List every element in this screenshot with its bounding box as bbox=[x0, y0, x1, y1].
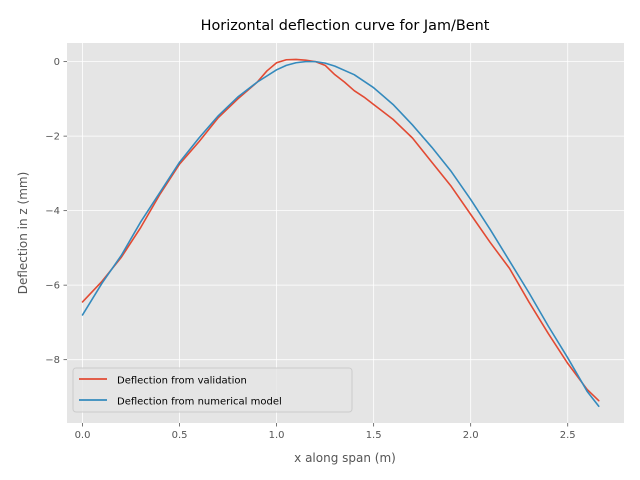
x-tick-label: 0.5 bbox=[172, 430, 188, 441]
plot-area bbox=[67, 43, 624, 423]
x-tick-label: 2.5 bbox=[560, 430, 576, 441]
y-axis-label: Deflection in z (mm) bbox=[16, 172, 30, 295]
legend-label-validation: Deflection from validation bbox=[117, 376, 247, 387]
y-tick-label: −2 bbox=[45, 132, 60, 143]
series-line-numerical bbox=[81, 60, 600, 408]
y-axis-ticks: 0 −2 −4 −6 −8 bbox=[45, 57, 67, 366]
y-tick-label: −8 bbox=[45, 355, 60, 366]
x-axis-ticks: 0.0 0.5 1.0 1.5 2.0 2.5 bbox=[75, 423, 576, 441]
x-tick-label: 2.0 bbox=[463, 430, 479, 441]
y-tick-label: −6 bbox=[45, 281, 60, 292]
chart-title: Horizontal deflection curve for Jam/Bent bbox=[201, 18, 490, 34]
x-axis-label: x along span (m) bbox=[294, 451, 396, 465]
legend: Deflection from validation Deflection fr… bbox=[72, 367, 353, 413]
series-lines bbox=[81, 58, 600, 408]
legend-box bbox=[72, 367, 353, 413]
legend-label-numerical: Deflection from numerical model bbox=[117, 397, 282, 408]
grid-lines bbox=[67, 43, 624, 423]
x-tick-label: 0.0 bbox=[75, 430, 91, 441]
x-tick-label: 1.0 bbox=[269, 430, 285, 441]
series-line-validation bbox=[81, 58, 600, 402]
y-tick-label: 0 bbox=[54, 57, 60, 68]
x-tick-label: 1.5 bbox=[366, 430, 382, 441]
y-tick-label: −4 bbox=[45, 206, 60, 217]
